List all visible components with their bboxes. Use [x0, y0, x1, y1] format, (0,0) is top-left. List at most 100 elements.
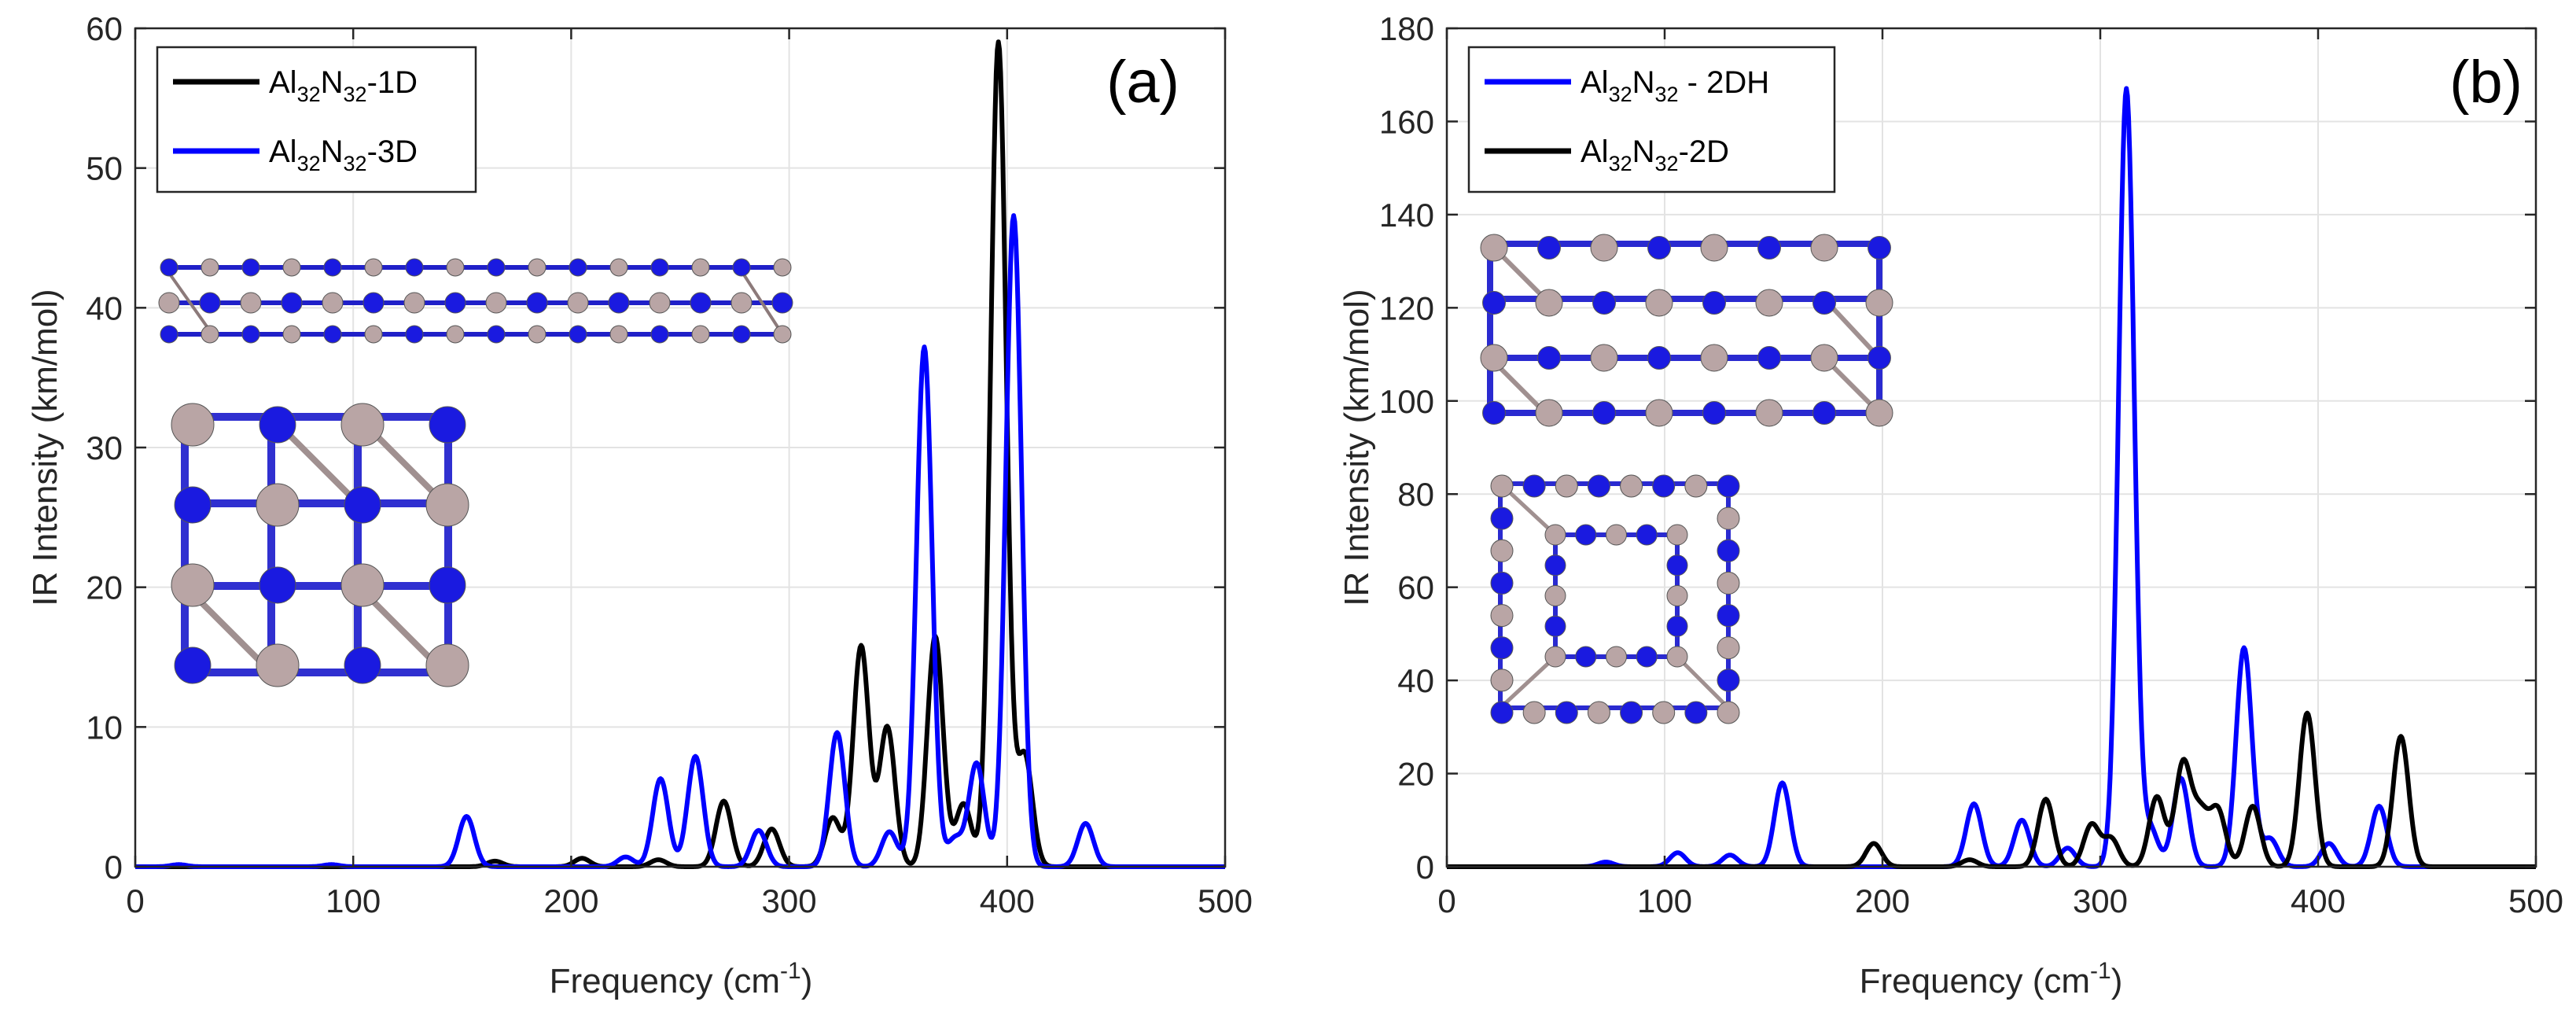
atom-icon	[425, 643, 469, 687]
structure-2d-image	[1490, 474, 1740, 724]
atom-icon	[281, 292, 303, 314]
atom-icon	[201, 325, 219, 344]
atom-icon	[1647, 346, 1671, 370]
y-axis-label-a: IR Intensity (km/mol)	[26, 289, 64, 606]
atom-icon	[1592, 401, 1616, 425]
atom-icon	[201, 258, 219, 277]
atom-icon	[1587, 474, 1610, 498]
atom-icon	[364, 258, 383, 277]
y-tick-label: 60	[1397, 569, 1434, 606]
atom-icon	[1490, 669, 1514, 692]
atom-icon	[1868, 236, 1891, 260]
atom-icon	[1652, 701, 1676, 724]
atom-icon	[1810, 344, 1838, 372]
atom-icon	[732, 258, 751, 277]
atom-icon	[259, 566, 296, 604]
atom-icon	[323, 325, 342, 344]
atom-icon	[1537, 236, 1561, 260]
atom-icon	[528, 325, 546, 344]
atom-icon	[1482, 401, 1506, 425]
atom-icon	[344, 646, 381, 684]
atom-icon	[1700, 234, 1728, 262]
atom-icon	[259, 406, 296, 444]
atom-icon	[1865, 399, 1893, 427]
atom-icon	[773, 258, 792, 277]
atom-icon	[569, 325, 587, 344]
atom-icon	[1590, 234, 1618, 262]
atom-icon	[158, 292, 180, 314]
atom-icon	[1810, 234, 1838, 262]
legend-entry-2dh: Al32N32 - 2DH	[1581, 65, 1769, 106]
atom-icon	[609, 258, 628, 277]
atom-icon	[344, 486, 381, 524]
atom-icon	[1522, 474, 1546, 498]
x-tick-label: 300	[762, 882, 817, 919]
atom-icon	[1717, 539, 1740, 562]
atom-icon	[444, 292, 466, 314]
atom-icon	[241, 325, 260, 344]
atom-icon	[1684, 701, 1708, 724]
atom-icon	[1590, 344, 1618, 372]
atom-icon	[256, 483, 300, 527]
y-tick-label: 50	[86, 150, 123, 187]
atom-icon	[1666, 585, 1688, 606]
panel-label-b: (b)	[2449, 49, 2523, 116]
structure-3d-image	[171, 403, 469, 687]
atom-icon	[1717, 474, 1740, 498]
atom-icon	[1544, 554, 1566, 576]
x-tick-label: 300	[2073, 882, 2128, 919]
x-tick-label: 0	[1437, 882, 1455, 919]
structure-1d-image	[158, 258, 793, 344]
atom-icon	[649, 292, 671, 314]
atom-icon	[1636, 524, 1658, 546]
y-tick-label: 0	[105, 849, 123, 886]
atom-icon	[1717, 604, 1740, 628]
legend-a[interactable]: Al32N32-1D Al32N32-3D	[156, 46, 477, 193]
atom-icon	[1592, 291, 1616, 315]
atom-icon	[171, 563, 215, 607]
axis-ticks-b: 0 100 200 300 400 500 0 20 40 60 80 100 120 140 160 180	[1379, 10, 2563, 919]
atom-icon	[690, 292, 712, 314]
y-tick-label: 140	[1379, 197, 1434, 234]
atom-icon	[1868, 346, 1891, 370]
atom-icon	[425, 483, 469, 527]
legend-b[interactable]: Al32N32 - 2DH Al32N32-2D	[1467, 46, 1836, 193]
atom-icon	[256, 643, 300, 687]
atom-icon	[1702, 291, 1726, 315]
atom-icon	[650, 258, 669, 277]
x-tick-label: 100	[326, 882, 381, 919]
atom-icon	[1757, 236, 1781, 260]
atom-icon	[1490, 539, 1514, 562]
atom-icon	[691, 325, 710, 344]
x-axis-label-b: Frequency (cm-1)	[1860, 958, 2123, 1000]
atom-icon	[405, 258, 424, 277]
atom-icon	[1535, 399, 1563, 427]
atom-icon	[1666, 615, 1688, 637]
atom-icon	[1717, 571, 1740, 595]
panel-b: 0 100 200 300 400 500 0 20 40 60 80 100 120 140 160 180…	[1338, 10, 2563, 1000]
atom-icon	[485, 292, 507, 314]
atom-icon	[691, 258, 710, 277]
y-tick-label: 0	[1416, 849, 1434, 886]
atom-icon	[608, 292, 630, 314]
atom-icon	[160, 258, 178, 277]
atom-icon	[1544, 524, 1566, 546]
panel-label-a: (a)	[1106, 49, 1179, 116]
atom-icon	[340, 403, 385, 447]
atom-icon	[322, 292, 344, 314]
axis-ticks-a: 0 100 200 300 400 500 0 10 20 30 40 50 60	[86, 10, 1253, 919]
atom-icon	[771, 292, 793, 314]
atom-icon	[1544, 646, 1566, 668]
atom-icon	[732, 325, 751, 344]
atom-icon	[1606, 524, 1627, 546]
atom-icon	[1544, 615, 1566, 637]
atom-icon	[1490, 604, 1514, 628]
atom-icon	[1702, 401, 1726, 425]
atom-icon	[1755, 289, 1783, 317]
atom-icon	[405, 325, 424, 344]
atom-icon	[240, 292, 262, 314]
atom-icon	[160, 325, 178, 344]
atom-icon	[1575, 524, 1597, 546]
atom-icon	[1645, 399, 1673, 427]
atom-icon	[1645, 289, 1673, 317]
